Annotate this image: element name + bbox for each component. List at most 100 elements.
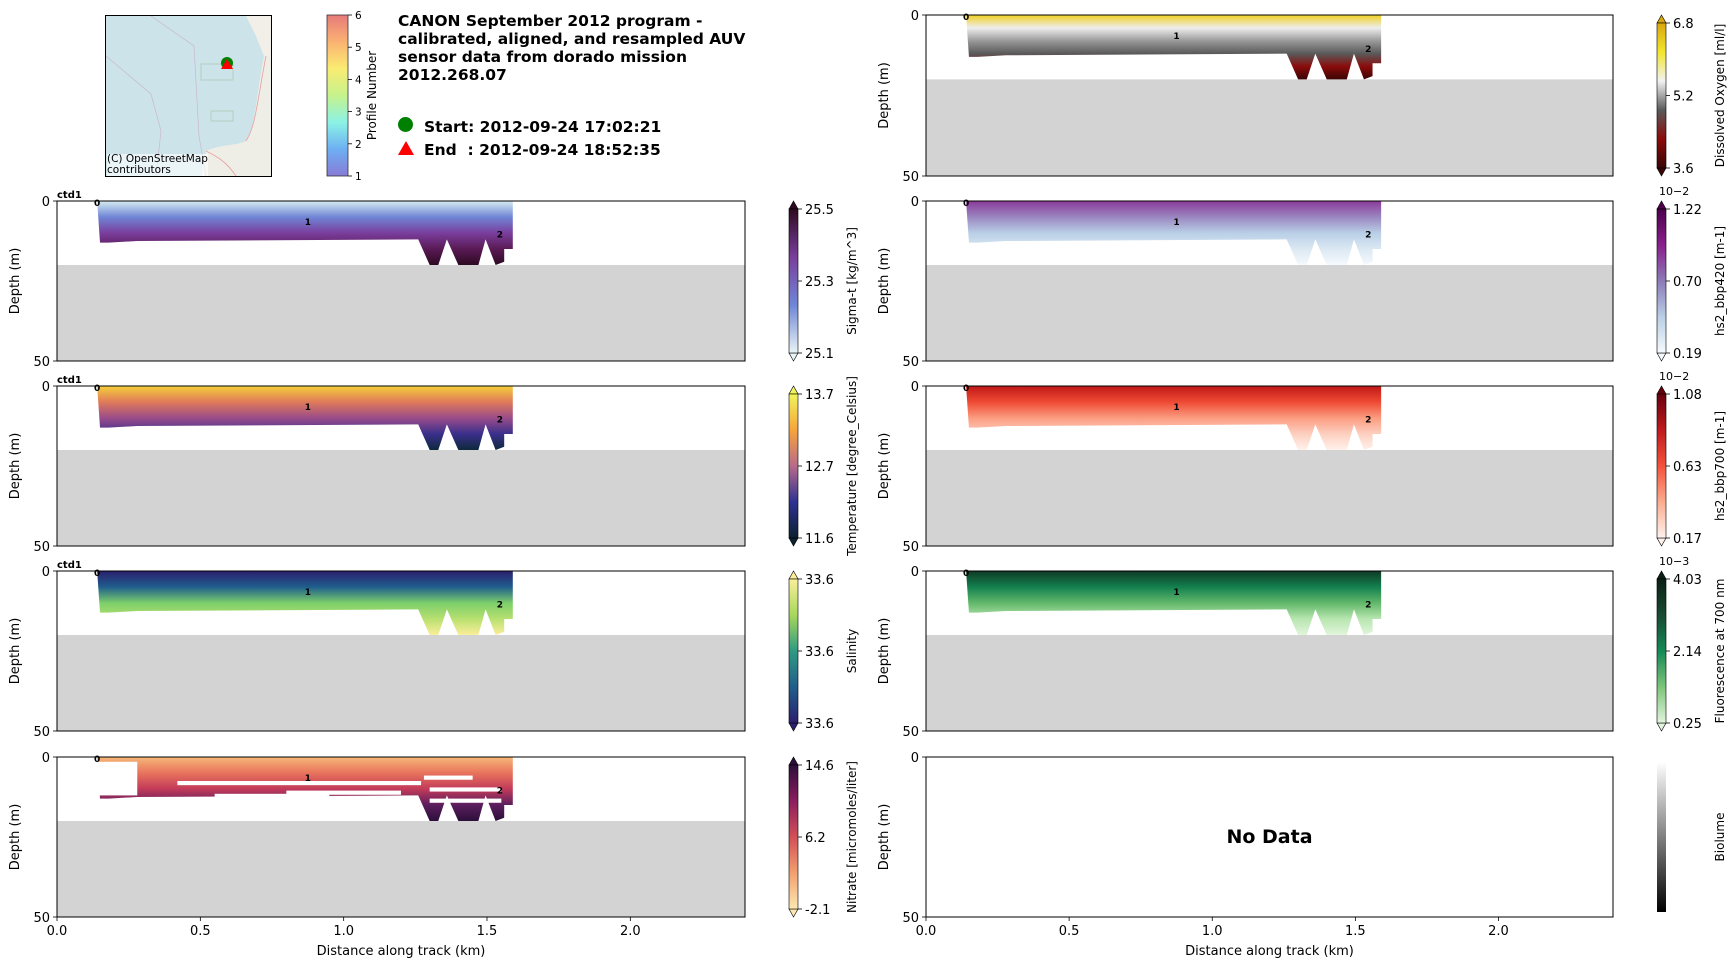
- x-tick-label: 2.0: [1488, 924, 1509, 939]
- colorbar-bar: [788, 208, 799, 354]
- colorbar-fluorescence: 0.25 2.14 4.03 10−3 Fluorescence at 700 nm: [1656, 555, 1727, 732]
- colorbar-tick-label: 0.63: [1673, 460, 1702, 475]
- axes-frame: [56, 200, 746, 362]
- colorbar-bar: [1656, 208, 1667, 354]
- map-coast-road: [245, 55, 267, 142]
- panel-biolume: 0 50 Depth (m) 0.0 0.5 1.0 1.5 2.0 Distance alon…: [877, 751, 1727, 959]
- y-tick-label: 0: [911, 565, 919, 580]
- colorbar-extend-min: [1656, 352, 1667, 362]
- colorbar-bar: [788, 578, 799, 724]
- x-tick-label: 0.0: [916, 924, 937, 939]
- map-road: [205, 150, 237, 176]
- y-tick-label: 50: [902, 170, 919, 185]
- colorbar-extend-max: [1656, 385, 1667, 395]
- colorbar-label: Biolume: [1713, 813, 1727, 862]
- colorbar-extend-max: [788, 570, 799, 580]
- profile-colorbar-tick-label: 2: [355, 139, 362, 151]
- profile-colorbar-tick-label: 4: [355, 74, 362, 86]
- axes-frame: [925, 756, 1614, 918]
- profile-number-colorbar: 1 2 3 4 5 6 Profile Number: [326, 10, 379, 183]
- panel-salinity: 0 50 Depth (m) ctd1 0 1 2 33.6 33.6 33.6 Salinity: [8, 560, 859, 740]
- colorbar-temperature: 11.6 12.7 13.7 Temperature [degree_Celsius]: [788, 376, 859, 557]
- map-credit-line2: contributors: [107, 164, 171, 176]
- colorbar-tick-label: 6.2: [805, 831, 826, 846]
- start-label: Start: 2012-09-24 17:02:21: [424, 117, 662, 136]
- y-axis-label: Depth (m): [877, 618, 892, 685]
- axes-frame: [56, 570, 746, 732]
- colorbar-label: hs2_bbp700 [m-1]: [1713, 411, 1727, 521]
- colorbar-tick-label: 4.03: [1673, 573, 1702, 588]
- profile-colorbar-tick-label: 3: [355, 107, 362, 119]
- colorbar-bbp700: 0.17 0.63 1.08 10−2 hs2_bbp700 [m-1]: [1656, 370, 1727, 547]
- profile-label: 2: [1365, 45, 1371, 55]
- axes-frame: [925, 570, 1614, 732]
- colorbar-extend-min: [1656, 537, 1667, 547]
- panel-sigma_t: 0 50 Depth (m) ctd1 0 1 2 25.1 25.3 25.5 Sigma-t […: [8, 190, 859, 370]
- seafloor-region: [57, 450, 745, 546]
- seafloor-region: [926, 79, 1613, 176]
- map-credit: (C) OpenStreetMap contributors: [107, 154, 208, 176]
- map-credit-line1: (C) OpenStreetMap: [107, 153, 208, 165]
- colorbar-tick-label: 5.2: [1673, 90, 1694, 105]
- profile-colorbar-bar: [326, 14, 349, 177]
- data-section: [97, 386, 513, 450]
- map-land-north: [226, 16, 271, 86]
- x-axis-label: Distance along track (km): [317, 944, 486, 959]
- colorbar-tick-label: 13.7: [805, 388, 834, 403]
- profile-label: 2: [1365, 416, 1371, 426]
- colorbar-label: Fluorescence at 700 nm: [1713, 579, 1727, 724]
- profile-label: 2: [1365, 601, 1371, 611]
- profile-label: 1: [1173, 588, 1179, 598]
- x-tick-label: 0.5: [190, 924, 211, 939]
- colorbar-tick-label: 1.22: [1673, 203, 1702, 218]
- colorbar-tick-label: 12.7: [805, 460, 834, 475]
- y-tick-label: 0: [911, 9, 919, 24]
- map-land-east: [201, 56, 271, 176]
- axes-frame: [925, 385, 1614, 547]
- colorbar-label: Sigma-t [kg/m^3]: [845, 227, 859, 335]
- data-section: [966, 571, 1382, 635]
- colorbar-extend-min: [788, 537, 799, 547]
- x-tick-label: 1.5: [477, 924, 498, 939]
- axes-frame: [56, 385, 746, 547]
- y-tick-label: 0: [42, 195, 50, 210]
- colorbar-label: Salinity: [845, 629, 859, 673]
- y-tick-label: 50: [902, 725, 919, 740]
- y-axis-label: Depth (m): [877, 433, 892, 500]
- y-tick-label: 50: [902, 355, 919, 370]
- data-gap: [214, 793, 330, 798]
- profile-label: 0: [94, 199, 100, 209]
- colorbar-extend-max: [788, 756, 799, 766]
- profile-colorbar-tick-label: 1: [355, 171, 362, 183]
- map-sanctuary-box: [200, 63, 234, 81]
- end-legend: End : 2012-09-24 18:52:35: [398, 141, 661, 159]
- y-tick-label: 0: [911, 751, 919, 766]
- profile-label: 2: [497, 601, 503, 611]
- profile-label: 0: [963, 13, 969, 23]
- panel-bbp700: 0 50 Depth (m) 0 1 2 0.17 0.63 1.08 10−2 hs2_bbp70…: [877, 370, 1727, 555]
- colorbar-tick-label: 11.6: [805, 532, 834, 547]
- data-gap: [177, 781, 422, 786]
- y-tick-label: 0: [42, 380, 50, 395]
- map-end-marker: [221, 59, 233, 69]
- y-axis-label: Depth (m): [877, 62, 892, 129]
- colorbar-tick-label: 25.3: [805, 275, 834, 290]
- x-tick-label: 2.0: [620, 924, 641, 939]
- profile-label: 1: [1173, 218, 1179, 228]
- colorbar-tick-label: 33.6: [805, 645, 834, 660]
- colorbar-label: Temperature [degree_Celsius]: [845, 376, 859, 557]
- profile-colorbar-label: Profile Number: [365, 51, 379, 140]
- map-boundary-line: [106, 55, 162, 176]
- data-gap: [97, 761, 138, 796]
- data-gap: [286, 790, 401, 795]
- x-tick-label: 1.0: [1202, 924, 1223, 939]
- seafloor-region: [926, 265, 1613, 361]
- no-data-label: No Data: [1226, 826, 1312, 848]
- y-tick-label: 50: [33, 355, 50, 370]
- colorbar-label: Dissolved Oxygen [ml/l]: [1713, 24, 1727, 168]
- colorbar-bar: [788, 393, 799, 539]
- colorbar-extend-max: [788, 200, 799, 210]
- colorbar-tick-label: 33.6: [805, 573, 834, 588]
